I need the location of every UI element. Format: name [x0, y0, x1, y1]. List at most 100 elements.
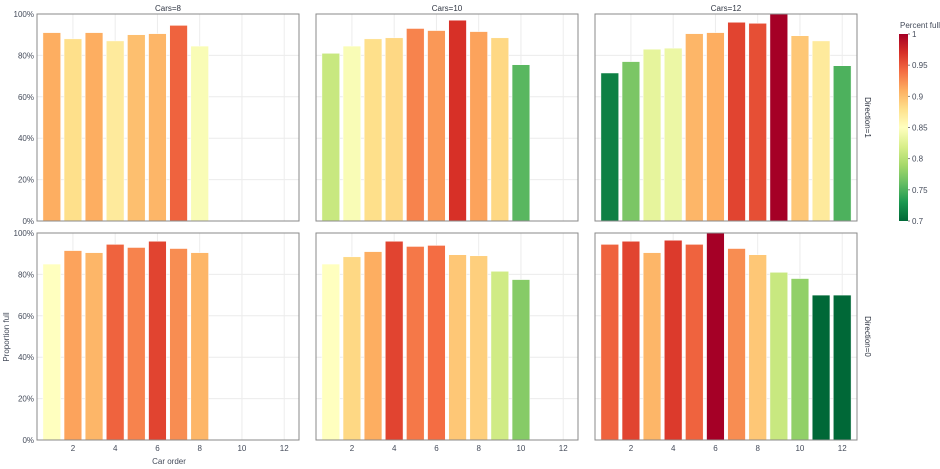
bar [448, 19, 467, 222]
x-tick-label: 8 [197, 444, 202, 453]
x-tick-label: 2 [350, 444, 355, 453]
x-tick-label: 4 [671, 444, 676, 453]
bar [642, 48, 662, 222]
bar [342, 45, 362, 222]
bar [427, 245, 446, 441]
bar [621, 241, 641, 441]
bar [706, 232, 725, 441]
bar [727, 248, 746, 441]
colorbar-tick-label: 1 [912, 30, 917, 39]
bar [406, 28, 425, 222]
colorbar-tick-label: 0.95 [912, 61, 928, 70]
bar [190, 45, 209, 222]
x-tick-label: 4 [392, 444, 397, 453]
facet-title-column: Cars=10 [432, 4, 463, 13]
bar [600, 244, 619, 441]
y-tick-label: 60% [18, 312, 34, 321]
facet-title-column: Cars=8 [155, 4, 182, 13]
bar [127, 34, 146, 222]
bar [190, 252, 209, 441]
colorbar-title: Percent full [900, 21, 940, 30]
bar [385, 241, 404, 441]
bar [84, 252, 104, 441]
bar [685, 244, 704, 441]
colorbar-tick-label: 0.7 [912, 217, 924, 226]
bar [769, 272, 788, 441]
bar [511, 64, 531, 222]
bar [811, 40, 831, 222]
bar [790, 35, 810, 222]
x-tick-label: 12 [280, 444, 289, 453]
colorbar-gradient [899, 34, 908, 221]
y-tick-label: 0% [22, 217, 34, 226]
bar [406, 246, 425, 441]
x-tick-label: 2 [629, 444, 634, 453]
bar [642, 252, 662, 441]
bar [148, 241, 167, 441]
bar [685, 33, 704, 222]
bar [748, 254, 767, 441]
x-tick-label: 10 [237, 444, 246, 453]
colorbar-tick-label: 0.75 [912, 186, 928, 195]
bar [448, 254, 467, 441]
bar [106, 40, 125, 222]
y-axis-title: Proportion full [2, 312, 11, 362]
bar [727, 22, 746, 222]
y-tick-label: 60% [18, 93, 34, 102]
bar [664, 239, 683, 441]
bar [427, 30, 446, 222]
bar [321, 263, 340, 441]
bar [385, 37, 404, 222]
bar [106, 244, 125, 441]
colorbar-tick-label: 0.85 [912, 124, 928, 133]
bar [469, 31, 488, 222]
bar [363, 38, 383, 222]
bar [148, 33, 167, 222]
y-tick-label: 20% [18, 176, 34, 185]
y-tick-label: 80% [18, 51, 34, 60]
bar [169, 248, 188, 441]
bar [469, 255, 488, 441]
bar [769, 13, 788, 222]
panels-layer: 0% 20% 40% 60% 80% 100% 2 4 6 8 10 12 0% 20% 40% 60% 80%… [14, 4, 872, 453]
x-tick-label: 8 [476, 444, 481, 453]
bar [621, 61, 641, 222]
facet-title-row: Direction=0 [863, 316, 872, 357]
bar [600, 72, 619, 222]
x-tick-label: 10 [795, 444, 804, 453]
x-tick-label: 8 [755, 444, 760, 453]
y-tick-label: 100% [14, 10, 34, 19]
facet-title-row: Direction=1 [863, 97, 872, 138]
bar [833, 65, 852, 222]
x-tick-label: 10 [516, 444, 525, 453]
bar [833, 294, 852, 441]
bar [84, 32, 104, 222]
x-tick-label: 2 [71, 444, 76, 453]
x-axis-title: Car order [152, 457, 186, 466]
colorbar-tick-label: 0.9 [912, 92, 924, 101]
panel-border [315, 232, 579, 441]
x-tick-label: 12 [559, 444, 568, 453]
panel-border [315, 13, 579, 222]
bar [706, 32, 725, 222]
panel-border [36, 13, 300, 222]
bar [490, 271, 509, 441]
y-tick-label: 40% [18, 134, 34, 143]
bar [511, 279, 531, 441]
bar [790, 278, 810, 441]
y-tick-label: 100% [14, 229, 34, 238]
x-tick-label: 6 [434, 444, 439, 453]
panel-border [594, 13, 858, 222]
bar [169, 25, 188, 222]
bar [363, 251, 383, 441]
bar [748, 23, 767, 222]
y-tick-label: 80% [18, 270, 34, 279]
bar [42, 32, 61, 222]
bar [127, 247, 146, 441]
bar [664, 47, 683, 222]
y-tick-label: 20% [18, 395, 34, 404]
bar [490, 37, 509, 222]
bar [63, 250, 83, 441]
